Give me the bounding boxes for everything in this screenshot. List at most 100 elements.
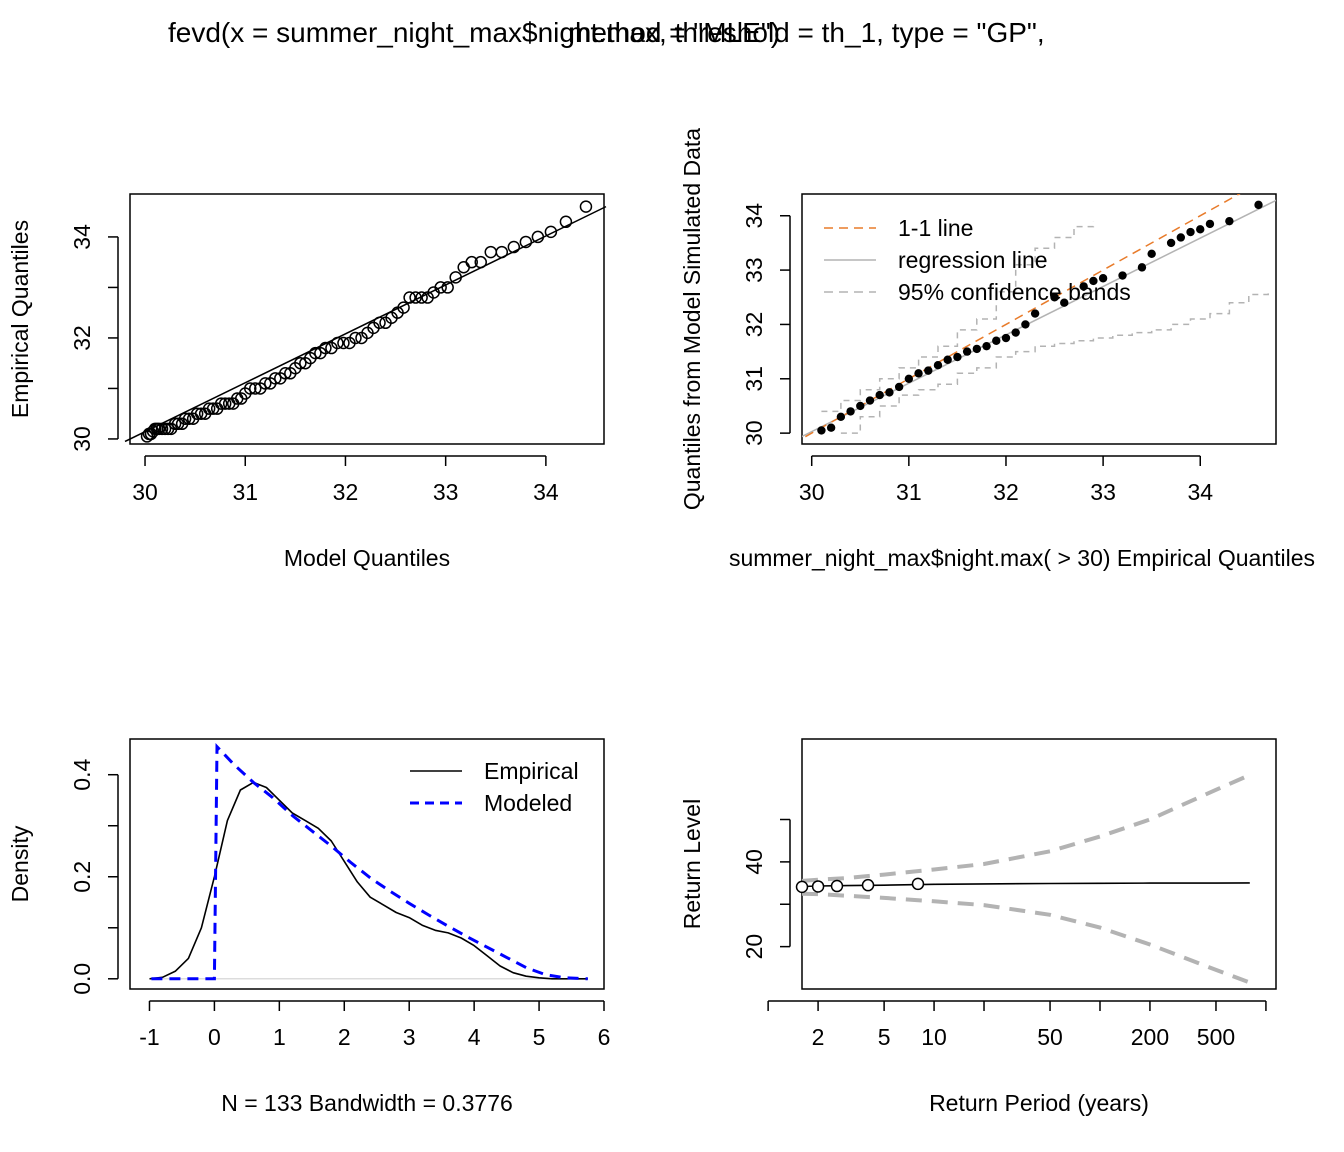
simulated-point bbox=[1166, 238, 1176, 248]
qq-point bbox=[294, 356, 307, 370]
qq-point bbox=[155, 422, 169, 436]
x-tick-label: 10 bbox=[921, 1024, 947, 1050]
simulated-qq-plot-panel: 30 31 32 33 34 30 31 32 33 34 summer_night_max$nig… bbox=[679, 128, 1315, 571]
x-tick-label: -1 bbox=[139, 1024, 159, 1050]
reference-line bbox=[124, 205, 607, 443]
simulated-point bbox=[1254, 200, 1263, 210]
qq-point bbox=[319, 341, 332, 355]
x-tick-label: 5 bbox=[878, 1024, 891, 1050]
return-level-point bbox=[911, 877, 925, 891]
simulated-point bbox=[914, 369, 923, 378]
simulated-point bbox=[982, 341, 991, 351]
return-level-point bbox=[811, 880, 825, 893]
legend-label: Modeled bbox=[484, 790, 572, 816]
qq-point bbox=[331, 336, 344, 350]
x-tick-label: 33 bbox=[433, 479, 459, 505]
qq-point bbox=[337, 336, 350, 350]
legend-label: Empirical bbox=[484, 758, 579, 784]
upper-ci-line bbox=[801, 773, 1251, 883]
x-tick-label: 32 bbox=[993, 479, 1019, 505]
simulated-point bbox=[992, 336, 1001, 345]
qq-point bbox=[449, 271, 462, 284]
return-level-point bbox=[795, 880, 809, 894]
simulated-point bbox=[817, 426, 826, 435]
y-tick-label: 32 bbox=[741, 312, 767, 338]
qq-point bbox=[269, 372, 282, 385]
y-tick-label: 34 bbox=[69, 224, 95, 250]
x-tick-label: 33 bbox=[1090, 479, 1116, 505]
y-tick-label: 0.0 bbox=[69, 963, 95, 995]
legend: Empirical Modeled bbox=[410, 758, 579, 816]
qq-point bbox=[249, 382, 262, 395]
qq-point bbox=[218, 397, 232, 410]
empirical-density-line bbox=[149, 781, 588, 980]
simulated-point bbox=[972, 344, 982, 354]
simulated-point bbox=[933, 360, 943, 370]
simulated-point bbox=[1089, 276, 1098, 286]
qq-point bbox=[559, 215, 573, 229]
simulated-point bbox=[1011, 328, 1020, 337]
simulated-point bbox=[894, 382, 904, 392]
simulated-point bbox=[962, 347, 972, 356]
qq-point bbox=[397, 301, 410, 314]
y-axis-title: Empirical Quantiles bbox=[7, 220, 33, 418]
x-axis-title: Return Period (years) bbox=[929, 1090, 1149, 1116]
qq-point bbox=[259, 377, 272, 390]
qq-point bbox=[373, 316, 386, 330]
y-tick-label: 34 bbox=[741, 203, 767, 229]
simulated-point bbox=[875, 390, 884, 400]
x-tick-label: 2 bbox=[812, 1024, 825, 1050]
plot-frame bbox=[801, 193, 1277, 445]
y-tick-label: 40 bbox=[741, 849, 767, 875]
simulated-point bbox=[1118, 271, 1127, 280]
qq-point bbox=[158, 422, 172, 436]
x-tick-label: 500 bbox=[1197, 1024, 1235, 1050]
legend-label: 1-1 line bbox=[898, 215, 973, 241]
qq-point bbox=[415, 291, 428, 304]
legend-label: 95% confidence bands bbox=[898, 279, 1131, 305]
y-tick-label: 30 bbox=[741, 420, 767, 446]
x-tick-label: 30 bbox=[132, 479, 158, 505]
simulated-point bbox=[1147, 249, 1156, 258]
lower-confidence-band bbox=[840, 291, 1269, 434]
qq-point bbox=[349, 331, 362, 345]
qq-point bbox=[244, 382, 257, 395]
qq-point bbox=[190, 407, 204, 420]
x-tick-label: 32 bbox=[333, 479, 359, 505]
modeled-density-line bbox=[151, 742, 588, 981]
x-tick-label: 5 bbox=[533, 1024, 546, 1050]
x-axis-title: summer_night_max$night.max( > 30) Empiri… bbox=[729, 545, 1315, 571]
x-axis-title: Model Quantiles bbox=[284, 545, 450, 571]
simulated-point bbox=[1001, 333, 1011, 343]
qq-point bbox=[441, 281, 454, 294]
qq-point bbox=[409, 291, 422, 304]
plot-area bbox=[802, 194, 1276, 440]
simulated-point bbox=[885, 388, 894, 397]
simulated-point bbox=[1050, 293, 1059, 302]
qq-point bbox=[214, 397, 228, 410]
y-tick-label: 33 bbox=[741, 257, 767, 283]
simulated-point bbox=[1098, 274, 1108, 283]
y-tick-label: 32 bbox=[69, 325, 95, 351]
qq-plot-panel: 30 31 32 33 34 30 32 34 Model Quantiles Empirical… bbox=[7, 193, 607, 571]
density-plot-panel: -1 0 1 2 3 4 5 6 0.0 0.2 0.4 N = 133 Bandwidth = 0.… bbox=[7, 738, 610, 1116]
return-level-plot-panel: 2 5 10 50 200 500 20 40 Return Period (years) Ret… bbox=[679, 738, 1277, 1116]
x-tick-label: 50 bbox=[1037, 1024, 1063, 1050]
y-tick-label: 30 bbox=[69, 426, 95, 452]
legend: 1-1 line regression line 95% confidence ba… bbox=[824, 215, 1131, 305]
lower-ci-line bbox=[801, 891, 1251, 985]
return-level-point bbox=[861, 878, 875, 892]
simulated-point bbox=[856, 401, 865, 411]
x-axis-title: N = 133 Bandwidth = 0.3776 bbox=[221, 1090, 513, 1116]
simulated-point bbox=[943, 355, 952, 364]
simulated-point bbox=[1186, 227, 1195, 237]
legend-label: regression line bbox=[898, 247, 1048, 273]
qq-point bbox=[309, 346, 322, 360]
simulated-point bbox=[904, 374, 914, 383]
figure-title-part2: method = "MLE") bbox=[568, 17, 780, 48]
figure-title-part1: fevd(x = summer_night_max$night.max, thr… bbox=[168, 17, 1045, 48]
x-tick-label: 200 bbox=[1131, 1024, 1169, 1050]
simulated-point bbox=[836, 412, 846, 422]
simulated-point bbox=[1137, 263, 1147, 272]
